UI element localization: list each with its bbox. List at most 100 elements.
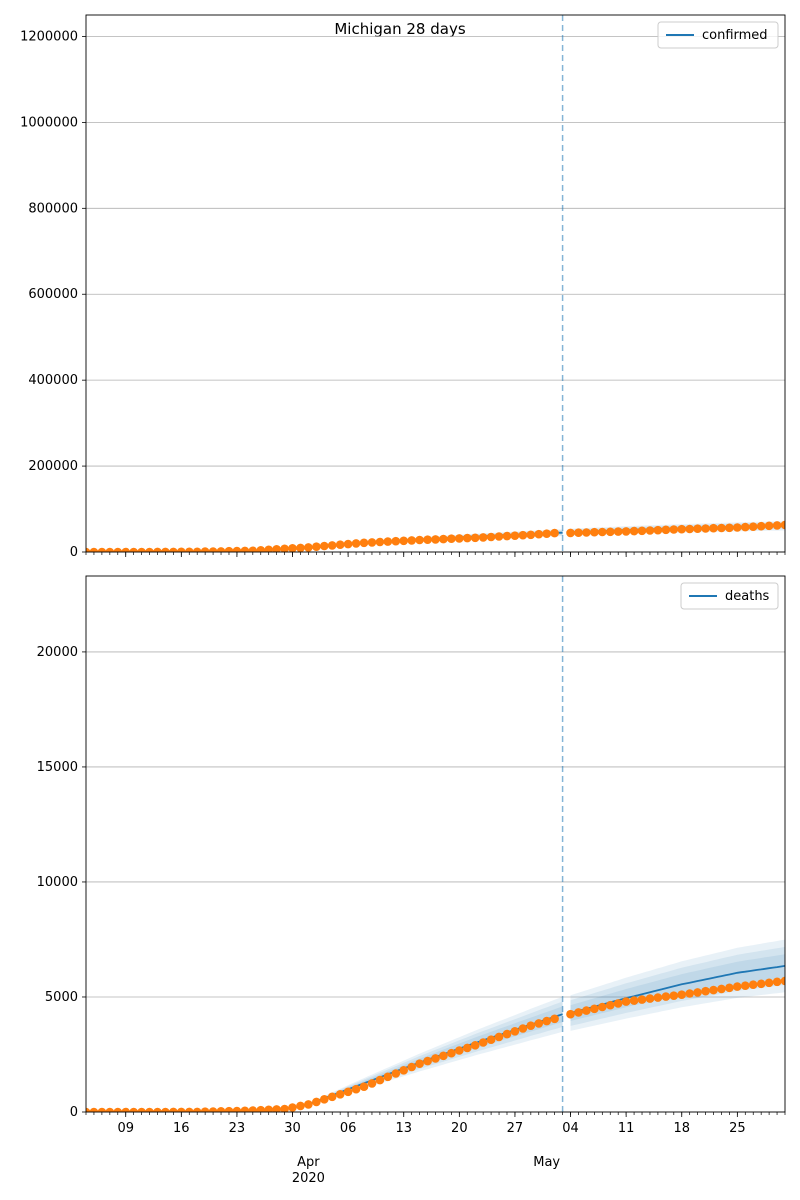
observed-point [304, 1100, 313, 1109]
observed-point [669, 525, 679, 534]
observed-point [312, 1097, 321, 1107]
observed-point [304, 543, 313, 552]
observed-point [399, 1066, 409, 1075]
observed-point [447, 1048, 456, 1058]
x-tick-label: 18 [673, 1121, 690, 1136]
observed-point [534, 529, 544, 539]
observed-point [343, 539, 353, 549]
observed-point [645, 526, 655, 535]
y-tick-label: 10000 [37, 875, 78, 890]
observed-point [733, 523, 742, 532]
observed-point [582, 1006, 591, 1015]
legend: deaths [680, 582, 779, 610]
observed-point [288, 1103, 297, 1112]
observed-point [161, 1107, 170, 1112]
observed-point [439, 1051, 448, 1061]
observed-point [280, 544, 289, 552]
observed-point [367, 1079, 377, 1088]
observed-point [637, 526, 647, 536]
axes-frame [85, 575, 786, 1113]
observed-point [669, 991, 679, 1000]
observed-point [645, 994, 655, 1003]
observed-point [113, 547, 123, 552]
observed-point [598, 527, 607, 537]
observed-point [423, 1056, 432, 1066]
observed-point [709, 523, 718, 533]
observed-point [343, 1087, 353, 1097]
observed-point [248, 1106, 258, 1112]
observed-point [502, 531, 512, 541]
observed-point [550, 528, 559, 538]
observed-point [772, 521, 782, 530]
observed-point [288, 544, 297, 552]
observed-point [764, 521, 774, 531]
uncertainty-band [570, 946, 785, 1026]
observed-point [216, 1107, 226, 1112]
observed-point [439, 534, 448, 544]
observed-point [327, 541, 337, 550]
observed-point [264, 1105, 273, 1112]
y-tick-label: 400000 [28, 373, 78, 388]
observed-point [756, 521, 766, 531]
observed-point [89, 1107, 99, 1112]
observed-point [478, 533, 488, 542]
observed-point [383, 537, 393, 546]
observed-point [717, 984, 726, 994]
observed-point [232, 546, 242, 552]
deaths-panel: 0 5000 10000 15000 20000 deaths [37, 575, 786, 1120]
observed-point [590, 527, 599, 537]
observed-point [685, 524, 694, 534]
y-tick-label: 600000 [28, 287, 78, 302]
observed-point [748, 980, 758, 989]
y-tick-label: 1000000 [20, 115, 78, 130]
observed-point [741, 981, 750, 990]
observed-point [232, 1106, 242, 1112]
x-tick-label: 27 [507, 1121, 524, 1136]
observed-point [470, 1041, 480, 1050]
observed-point [566, 528, 575, 538]
observed-point [542, 529, 551, 538]
observed-point [574, 528, 583, 537]
observed-point [518, 1024, 528, 1033]
observed-point [415, 535, 424, 545]
observed-point [582, 528, 591, 537]
month-label: May [533, 1155, 560, 1170]
observed-point [566, 1009, 575, 1019]
observed-point [86, 1107, 91, 1112]
observed-point [240, 1106, 250, 1112]
observed-point [137, 1107, 146, 1112]
y-tick-label: 5000 [45, 990, 78, 1005]
observed-point [590, 1004, 599, 1014]
y-tick-label: 1200000 [20, 29, 78, 44]
confirmed-panel: 0 200000 400000 600000 800000 1000000 1200000 c… [20, 14, 786, 560]
observed-point [733, 982, 742, 991]
observed-point [359, 538, 369, 548]
x-tick-label: 23 [229, 1121, 246, 1136]
observed-point [327, 1092, 337, 1102]
observed-point [621, 527, 631, 536]
observed-point [447, 534, 456, 543]
x-axis: 09 16 23 30 06 13 20 27 04 11 18 25 Apr May 2020 [117, 1121, 745, 1186]
observed-point [280, 1104, 289, 1112]
observed-point [272, 545, 281, 552]
observed-point [351, 1084, 361, 1094]
observed-point [407, 536, 417, 545]
observed-point [423, 535, 432, 544]
observed-point [161, 547, 170, 552]
observed-point [335, 540, 345, 549]
x-tick-label: 25 [729, 1121, 746, 1136]
legend-label: confirmed [702, 28, 768, 43]
observed-point [177, 1107, 186, 1112]
observed-point [725, 523, 734, 533]
observed-point [701, 986, 710, 996]
observed-point [542, 1016, 551, 1026]
y-tick-label: 800000 [28, 201, 78, 216]
observed-point [780, 520, 785, 530]
observed-point [216, 547, 226, 552]
observed-point [598, 1002, 607, 1012]
observed-point [653, 525, 663, 535]
observed-point [185, 1107, 194, 1112]
observed-point [367, 538, 377, 547]
legend-box [680, 582, 779, 610]
